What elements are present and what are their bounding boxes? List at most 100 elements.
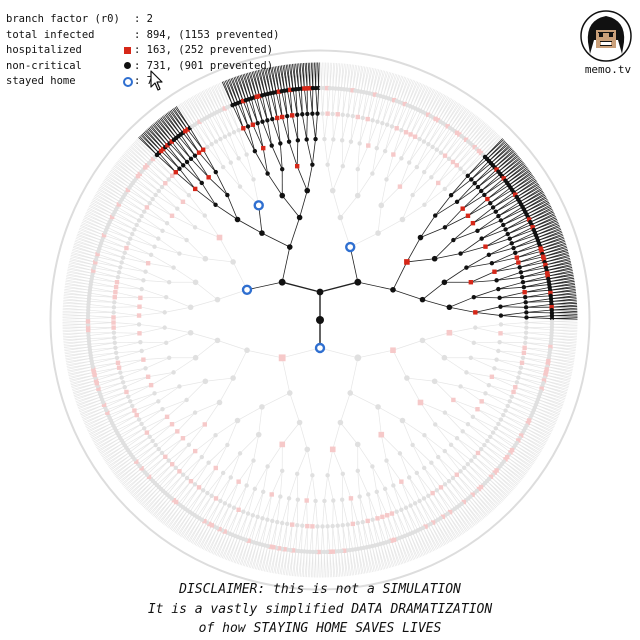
non-critical-node xyxy=(519,275,525,280)
non-critical-node xyxy=(305,111,310,117)
prevented-edge xyxy=(226,509,239,533)
prevented-edge xyxy=(347,90,353,116)
prevented-edge xyxy=(463,467,484,486)
prevented-edge xyxy=(393,485,402,510)
hospitalized-node xyxy=(468,280,474,285)
prevented-node xyxy=(192,354,199,361)
prevented-edge xyxy=(88,422,113,434)
prevented-edge xyxy=(342,89,348,115)
prevented-edge xyxy=(399,78,410,103)
prevented-edge xyxy=(127,474,148,492)
prevented-node xyxy=(111,330,117,335)
prevented-edge xyxy=(116,161,137,179)
prevented-edge xyxy=(208,87,220,112)
prevented-edge xyxy=(386,515,398,540)
prevented-node xyxy=(169,213,175,218)
prevented-node xyxy=(220,164,226,170)
prevented-edge xyxy=(166,296,191,308)
prevented-edge xyxy=(520,367,546,376)
prevented-edge xyxy=(267,444,283,467)
prevented-node xyxy=(468,355,474,360)
prevented-node xyxy=(350,521,356,527)
prevented-edge xyxy=(401,509,411,534)
prevented-edge xyxy=(95,372,121,379)
prevented-edge xyxy=(139,173,160,192)
prevented-edge xyxy=(498,350,524,354)
infection-edge xyxy=(171,141,188,163)
prevented-edge xyxy=(194,402,220,413)
hospitalized-node xyxy=(539,249,544,254)
prevented-node xyxy=(230,375,236,381)
prevented-node xyxy=(372,92,378,97)
prevented-node xyxy=(141,278,146,283)
prevented-node xyxy=(348,496,354,501)
infection-edge xyxy=(470,279,497,283)
prevented-node xyxy=(295,497,301,502)
prevented-edge xyxy=(393,485,407,508)
infection-edge xyxy=(511,232,536,244)
infection-edge xyxy=(301,114,308,140)
prevented-edge xyxy=(486,480,506,500)
infection-edge xyxy=(234,103,244,129)
infection-edge xyxy=(520,192,544,205)
prevented-edge xyxy=(129,187,150,204)
infection-edge xyxy=(259,69,266,95)
prevented-node xyxy=(152,391,157,396)
prevented-edge xyxy=(78,230,103,241)
prevented-node xyxy=(513,384,518,390)
prevented-edge xyxy=(357,92,365,118)
prevented-edge xyxy=(488,384,512,397)
prevented-edge xyxy=(88,298,115,303)
prevented-edge xyxy=(481,401,504,416)
prevented-edge xyxy=(257,545,266,571)
infection-edge xyxy=(550,287,576,291)
prevented-edge xyxy=(196,123,212,145)
prevented-edge xyxy=(199,495,212,519)
prevented-edge xyxy=(133,480,154,499)
prevented-edge xyxy=(216,505,230,529)
prevented-edge xyxy=(423,120,439,142)
prevented-edge xyxy=(97,253,122,263)
non-critical-node xyxy=(448,192,454,198)
prevented-node xyxy=(310,473,315,478)
prevented-edge xyxy=(154,246,180,254)
prevented-edge xyxy=(401,481,411,506)
prevented-node xyxy=(384,177,389,182)
prevented-edge xyxy=(220,138,232,163)
prevented-edge xyxy=(113,332,140,334)
outer-ring-circle xyxy=(49,49,591,591)
non-critical-node xyxy=(259,230,265,236)
prevented-edge xyxy=(452,477,469,499)
infection-edge xyxy=(296,63,300,90)
infection-edge xyxy=(526,315,552,318)
prevented-edge xyxy=(460,386,482,402)
prevented-edge xyxy=(224,481,239,504)
prevented-edge xyxy=(327,88,331,114)
prevented-edge xyxy=(496,359,522,369)
prevented-edge xyxy=(281,523,288,549)
non-critical-node xyxy=(496,286,501,292)
prevented-edge xyxy=(463,152,482,173)
prevented-edge xyxy=(139,327,165,334)
prevented-edge xyxy=(71,382,97,390)
prevented-edge xyxy=(518,377,543,387)
infection-edge xyxy=(515,242,540,254)
prevented-edge xyxy=(363,547,369,574)
infection-edge xyxy=(160,150,180,169)
prevented-edge xyxy=(317,526,319,553)
prevented-edge xyxy=(171,175,190,196)
prevented-edge xyxy=(405,109,419,133)
prevented-edge xyxy=(388,541,396,567)
prevented-edge xyxy=(107,452,130,467)
prevented-edge xyxy=(500,332,527,334)
mouse-cursor-icon xyxy=(150,70,163,91)
prevented-edge xyxy=(470,124,488,144)
prevented-edge xyxy=(129,436,150,453)
prevented-edge xyxy=(278,522,283,549)
prevented-edge xyxy=(349,550,353,576)
infection-edge xyxy=(526,203,550,215)
prevented-edge xyxy=(166,506,184,528)
prevented-edge xyxy=(164,505,181,526)
prevented-node xyxy=(197,119,202,124)
prevented-edge xyxy=(144,211,168,224)
